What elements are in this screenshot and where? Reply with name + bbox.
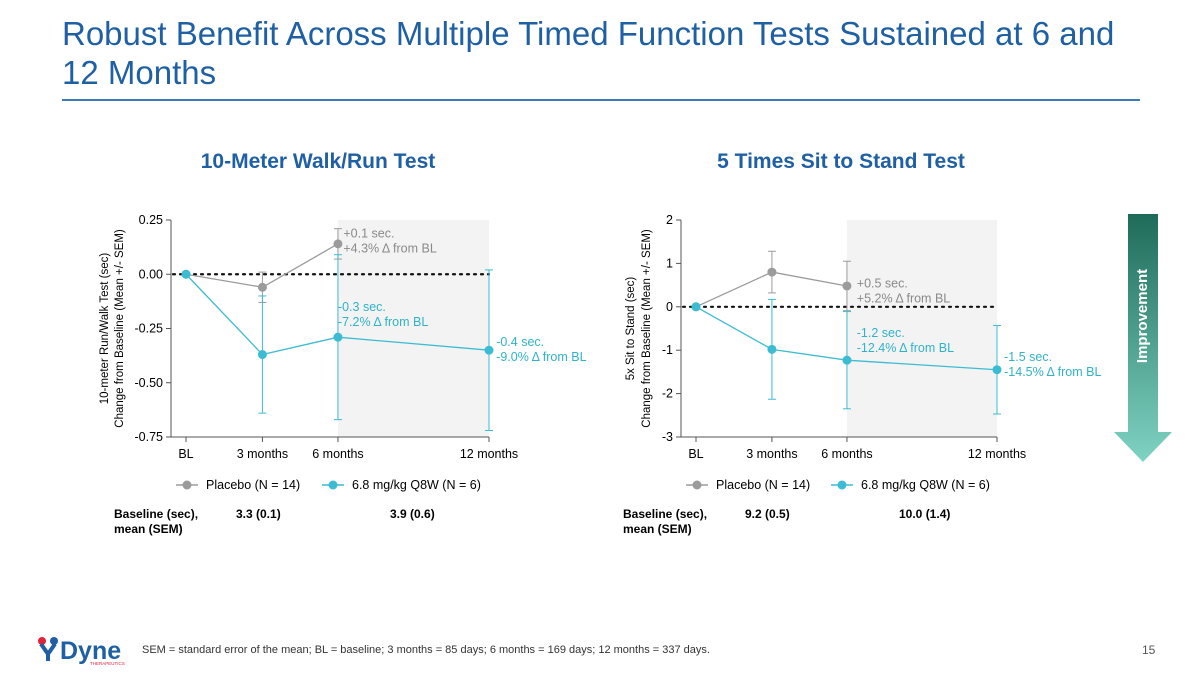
x-tick-label: 3 months [746, 447, 797, 461]
legend-label: 6.8 mg/kg Q8W (N = 6) [861, 478, 990, 492]
annotation-label: -7.2% Δ from BL [338, 315, 428, 329]
series-line-1 [185, 273, 490, 356]
chart-title-walk-run: 10-Meter Walk/Run Test [200, 150, 436, 173]
legend-marker [328, 480, 338, 490]
annotation-label: -14.5% Δ from BL [1004, 365, 1101, 379]
annotation-label: +0.1 sec. [343, 226, 394, 240]
improvement-label: Improvement [1134, 269, 1151, 363]
series-line-1 [695, 306, 998, 371]
baseline-label-sub: mean (SEM) [114, 522, 183, 536]
y-tick-label: -0.50 [135, 376, 164, 390]
y-tick-label: -1 [662, 343, 673, 357]
data-point [333, 239, 343, 249]
data-point [992, 365, 1002, 375]
baseline-label: Baseline (sec), [114, 507, 199, 521]
y-tick-label: 2 [666, 213, 673, 227]
data-point [257, 282, 267, 292]
dyne-logo: Dyne THERAPEUTICS [38, 637, 125, 666]
y-tick-label: -0.25 [135, 322, 164, 336]
y-tick-label: 0.25 [139, 213, 163, 227]
y-tick-label: -2 [662, 387, 673, 401]
baseline-label: Baseline (sec), [623, 507, 708, 521]
x-tick-label: 3 months [237, 447, 288, 461]
slide-title: Robust Benefit Across Multiple Timed Fun… [62, 15, 1115, 91]
y-tick-label: 1 [666, 256, 673, 270]
y-tick-label: -0.75 [135, 430, 164, 444]
x-tick-label: 6 months [312, 447, 363, 461]
shaded-region [337, 220, 489, 437]
title-divider [62, 99, 1140, 101]
legend-marker [692, 480, 702, 490]
y-axis-title: 10-meter Run/Walk Test (sec) [99, 253, 111, 405]
x-tick-label: BL [178, 447, 193, 461]
y-axis-title: 5x Sit to Stand (sec) [625, 277, 637, 381]
data-point [767, 267, 777, 277]
logo-text: Dyne [60, 637, 121, 665]
data-point [181, 269, 191, 279]
data-point [767, 344, 777, 354]
shaded-region [846, 220, 997, 437]
legend-label: Placebo (N = 14) [716, 478, 810, 492]
baseline-placebo-walk-run: 3.3 (0.1) [236, 507, 281, 521]
legend-label: Placebo (N = 14) [206, 478, 300, 492]
legend-marker [837, 480, 847, 490]
logo-subtext: THERAPEUTICS [90, 661, 125, 666]
data-point [484, 345, 494, 355]
baseline-label-sub: mean (SEM) [623, 522, 692, 536]
improvement-arrow-icon: Improvement [1114, 214, 1172, 462]
annotation-label: -9.0% Δ from BL [496, 350, 586, 364]
annotation-label: -0.3 sec. [338, 300, 386, 314]
annotation-label: -1.5 sec. [1004, 350, 1052, 364]
sit-to-stand-chart: 2 1 0 -1 -2 -3 BL 3 months 6 months 12 months 5x S… [625, 213, 1101, 492]
x-tick-label: 12 months [968, 447, 1026, 461]
annotation-label: -0.4 sec. [496, 335, 544, 349]
data-point [842, 281, 852, 291]
data-point [333, 332, 343, 342]
legend-label: 6.8 mg/kg Q8W (N = 6) [352, 478, 481, 492]
chart-title-sit-to-stand: 5 Times Sit to Stand Test [717, 150, 965, 173]
x-tick-label: 12 months [460, 447, 518, 461]
annotation-label: +0.5 sec. [857, 276, 908, 290]
y-axis-title-sub: Change from Baseline (Mean +/- SEM) [641, 229, 653, 428]
legend-marker [182, 480, 192, 490]
annotation-label: +4.3% Δ from BL [343, 241, 437, 255]
y-axis-title-sub: Change from Baseline (Mean +/- SEM) [114, 229, 126, 428]
y-tick-label: 0 [666, 300, 673, 314]
baseline-row-sit-to-stand: Baseline (sec), mean (SEM) [623, 507, 707, 537]
annotation-label: +5.2% Δ from BL [857, 291, 951, 305]
data-point [691, 302, 701, 312]
page-number: 15 [1142, 643, 1156, 657]
baseline-row-walk-run: Baseline (sec), mean (SEM) [114, 507, 198, 537]
baseline-treatment-walk-run: 3.9 (0.6) [390, 507, 435, 521]
baseline-placebo-sit-to-stand: 9.2 (0.5) [745, 507, 790, 521]
x-tick-label: BL [688, 447, 703, 461]
y-tick-label: 0.00 [139, 267, 163, 281]
walk-run-chart: 0.25 0.00 -0.25 -0.50 -0.75 BL 3 months 6 month… [99, 213, 587, 492]
y-tick-label: -3 [662, 430, 673, 444]
data-point [257, 350, 267, 360]
baseline-treatment-sit-to-stand: 10.0 (1.4) [899, 507, 951, 521]
footnote: SEM = standard error of the mean; BL = b… [142, 644, 710, 656]
annotation-label: -1.2 sec. [857, 326, 905, 340]
annotation-label: -12.4% Δ from BL [857, 341, 954, 355]
data-point [842, 355, 852, 365]
x-tick-label: 6 months [821, 447, 872, 461]
